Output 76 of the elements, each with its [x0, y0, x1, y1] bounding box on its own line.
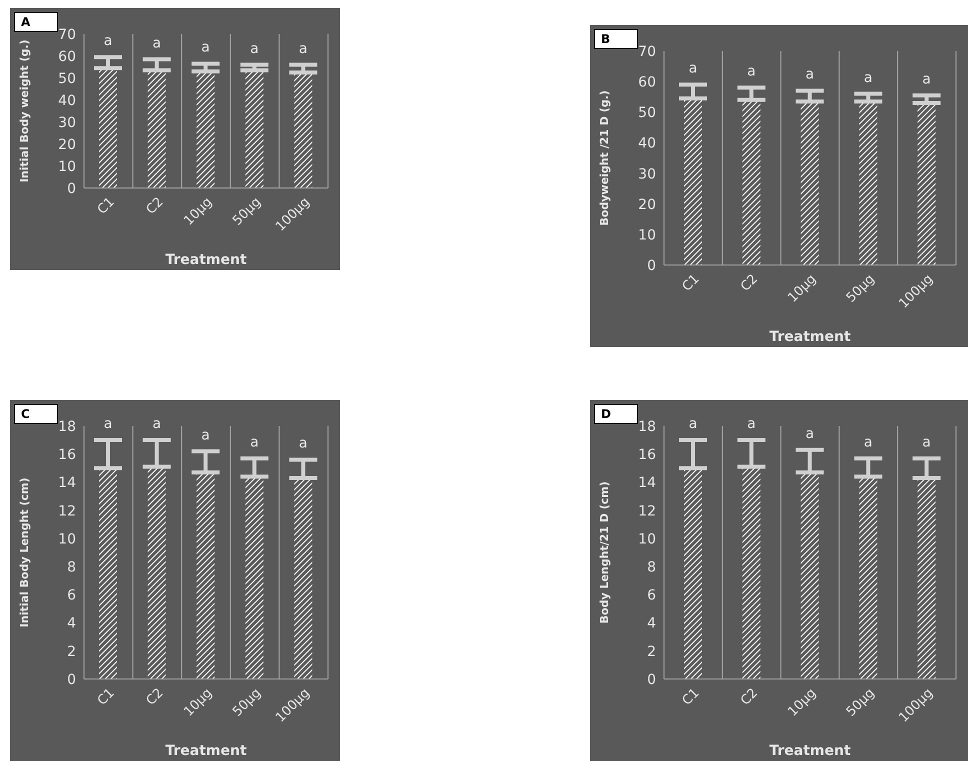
y-tick-label: 0: [67, 672, 76, 688]
annotation: a: [250, 434, 259, 450]
x-tick-label: C1: [94, 194, 118, 218]
annotation: a: [104, 33, 112, 50]
y-tick-label: 10: [638, 531, 656, 548]
y-tick-label: 14: [638, 475, 656, 492]
y-tick-label: 12: [58, 503, 76, 520]
annotation: a: [747, 416, 756, 432]
y-tick-label: 50: [58, 70, 76, 87]
y-tick-label: 4: [647, 616, 656, 632]
x-tick-label: C1: [94, 686, 118, 709]
y-tick-label: 2: [647, 644, 656, 660]
annotation: a: [201, 427, 210, 444]
y-tick-label: 70: [58, 26, 76, 43]
y-tick-label: 30: [638, 166, 656, 182]
y-tick-label: 60: [638, 74, 656, 91]
y-tick-label: 40: [58, 92, 76, 109]
y-tick-label: 20: [638, 196, 656, 213]
y-tick-label: 10: [58, 531, 76, 548]
y-tick-label: 0: [647, 672, 656, 688]
y-tick-label: 2: [67, 644, 76, 660]
annotation: a: [688, 60, 698, 77]
x-tick-label: C1: [680, 686, 703, 709]
chart-title: A: [14, 12, 58, 32]
annotation: a: [250, 40, 259, 57]
y-tick-label: 12: [638, 503, 656, 520]
y-axis-title: Initial Body Lenght (cm): [18, 478, 31, 628]
y-tick-label: 50: [638, 105, 656, 122]
annotation: a: [922, 71, 931, 88]
annotation: a: [864, 70, 872, 86]
y-tick-label: 18: [638, 418, 656, 435]
annotation: a: [806, 66, 814, 83]
x-tick-label: C2: [738, 272, 761, 295]
annotation: a: [298, 40, 308, 57]
y-tick-label: 18: [58, 418, 76, 435]
annotation: a: [201, 40, 210, 56]
y-tick-label: 16: [638, 447, 656, 464]
annotation: a: [152, 416, 162, 432]
y-tick-label: 6: [647, 588, 656, 604]
y-tick-label: 70: [638, 44, 656, 60]
y-tick-label: 8: [647, 560, 656, 576]
chart-title: D: [594, 404, 638, 424]
annotation: a: [298, 436, 308, 452]
y-tick-label: 10: [58, 158, 76, 175]
y-tick-label: 4: [67, 616, 76, 632]
y-tick-label: 40: [638, 136, 656, 152]
annotation: a: [104, 416, 112, 432]
x-tick-label: C2: [144, 686, 167, 709]
x-tick-label: C1: [680, 272, 703, 295]
y-axis-title: Initial Body weight (g.): [18, 40, 31, 182]
y-tick-label: 8: [67, 560, 76, 576]
annotation: a: [864, 434, 872, 450]
y-tick-label: 16: [58, 447, 76, 464]
y-tick-label: 0: [67, 180, 76, 197]
x-axis-title: Treatment: [769, 743, 851, 759]
x-axis-title: Treatment: [165, 252, 247, 268]
y-tick-label: 6: [67, 588, 76, 604]
y-tick-label: 30: [58, 114, 76, 131]
y-tick-label: 14: [58, 475, 76, 492]
chart-title: B: [594, 29, 638, 49]
x-tick-label: C2: [738, 686, 761, 709]
annotation: a: [152, 35, 162, 52]
annotation: a: [922, 434, 931, 450]
annotation: a: [688, 416, 698, 432]
x-axis-title: Treatment: [165, 743, 247, 759]
y-tick-label: 20: [58, 136, 76, 153]
annotation: a: [806, 426, 814, 442]
y-axis-title: Bodyweight /21 D (g.): [598, 90, 611, 226]
chart-title: C: [14, 404, 58, 424]
y-tick-label: 0: [647, 258, 656, 274]
y-tick-label: 60: [58, 48, 76, 65]
x-tick-label: C2: [144, 194, 167, 218]
y-axis-title: Body Lenght/21 D (cm): [598, 481, 611, 624]
x-axis-title: Treatment: [769, 329, 851, 345]
annotation: a: [747, 64, 756, 80]
y-tick-label: 10: [638, 227, 656, 244]
